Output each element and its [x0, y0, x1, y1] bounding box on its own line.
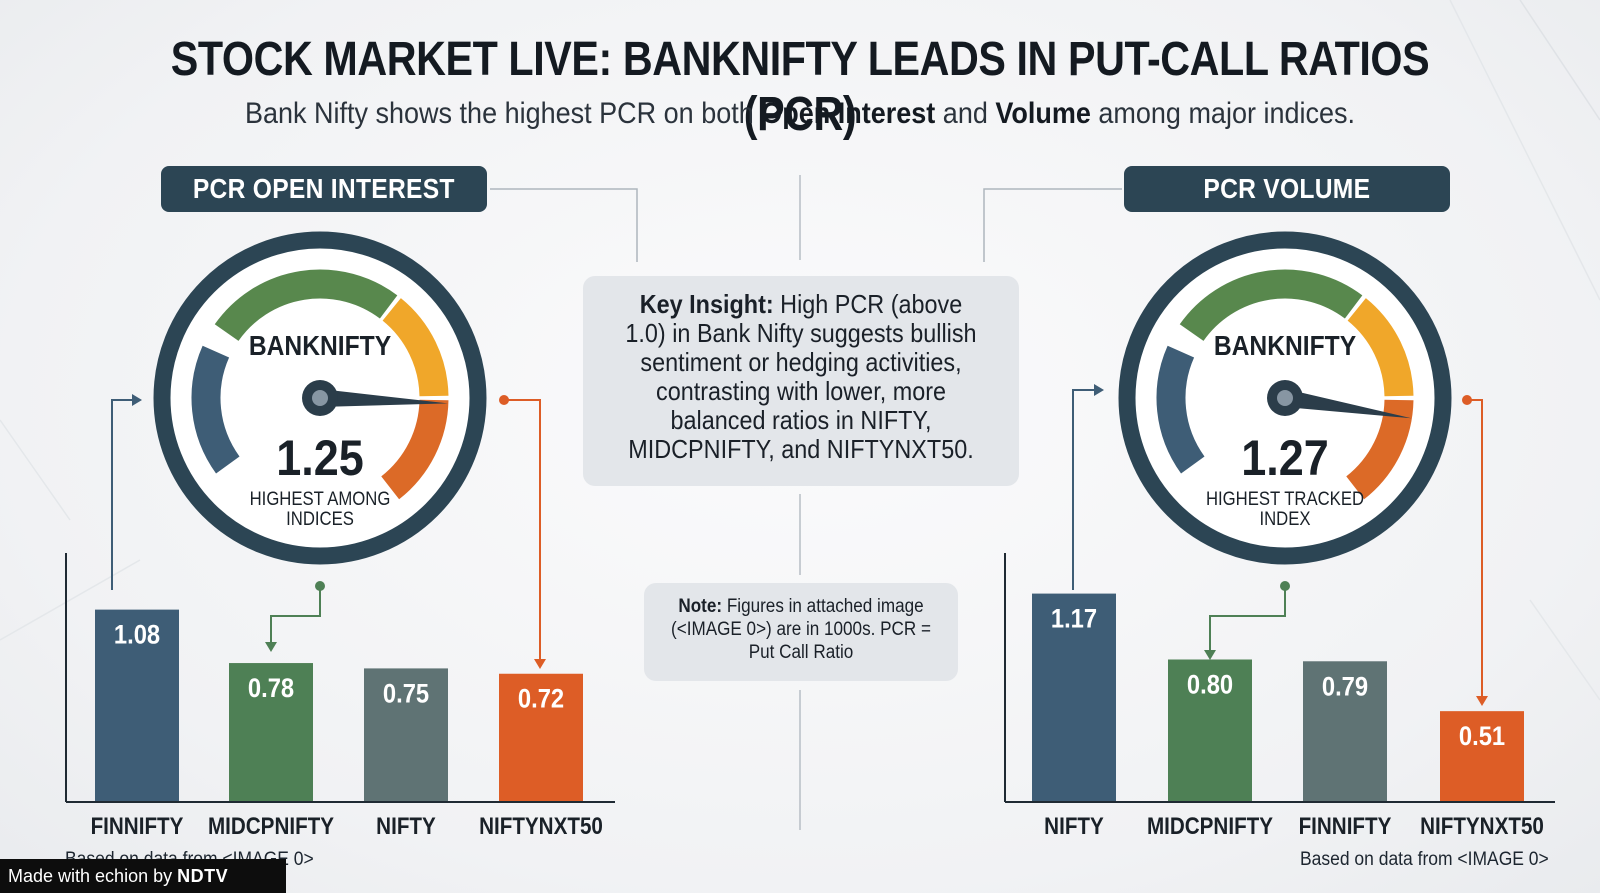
gauge-arc-high	[382, 298, 449, 397]
arrowhead-orange	[534, 659, 546, 669]
bar-value-label: 0.72	[518, 684, 564, 714]
category-label: FINNIFTY	[91, 813, 184, 840]
pcr-open-interest-header: PCR OPEN INTEREST	[161, 166, 487, 212]
pcr-open-interest-title: PCR OPEN INTEREST	[193, 173, 455, 204]
category-label: NIFTYNXT50	[479, 813, 603, 840]
subtitle-part1: Bank Nifty shows the highest PCR on both	[244, 97, 762, 130]
arrowhead-green	[1204, 650, 1216, 660]
subtitle-bold-open-interest: Open Interest	[761, 97, 936, 130]
category-label: NIFTY	[376, 813, 436, 840]
subtitle-part2: and	[935, 97, 996, 130]
gauge-caption-line1: HIGHEST AMONG	[250, 488, 391, 509]
key-insight-label: Key Insight:	[639, 289, 774, 319]
connector-line-blue	[1072, 389, 1096, 590]
category-label: FINNIFTY	[1299, 813, 1392, 840]
category-label: MIDCPNIFTY	[1147, 813, 1273, 840]
made-with-by: by	[148, 866, 178, 886]
pcr-volume-header: PCR VOLUME	[1124, 166, 1450, 212]
gauge-arc-low	[191, 345, 240, 474]
gauge-arc-low	[1156, 345, 1205, 474]
subtitle-part3: among major indices.	[1090, 97, 1356, 130]
gauge-label: BANKNIFTY	[1214, 330, 1357, 362]
gauge-value: 1.25	[276, 431, 364, 487]
bar	[499, 673, 583, 802]
gauge-hub-center	[1277, 390, 1293, 406]
gauge-arc-mid	[214, 269, 398, 342]
arrowhead-green	[265, 642, 277, 652]
gauge-label: BANKNIFTY	[249, 330, 392, 362]
arrowhead-blue	[1094, 384, 1104, 396]
connector-line-green	[1209, 586, 1286, 652]
key-insight-text: High PCR (above 1.0) in Bank Nifty sugge…	[625, 289, 977, 464]
connector-line-blue	[111, 399, 134, 590]
note-text: Figures in attached image (<IMAGE 0>) ar…	[671, 596, 931, 663]
gauge-needle	[1283, 389, 1412, 419]
bar-value-label: 0.78	[248, 674, 294, 704]
pcr-volume-title: PCR VOLUME	[1203, 173, 1371, 204]
echion-logo: echion	[95, 866, 149, 886]
gauge-hub-center	[312, 390, 328, 406]
category-label: MIDCPNIFTY	[208, 813, 334, 840]
connector-line-orange	[504, 399, 541, 661]
bar	[95, 609, 179, 802]
connector-line-orange	[1467, 399, 1483, 698]
connector-line-green	[270, 586, 321, 644]
page-subtitle: Bank Nifty shows the highest PCR on both…	[80, 97, 1520, 131]
note-label: Note:	[678, 596, 723, 617]
bar-value-label: 0.75	[383, 679, 429, 709]
gauge-value: 1.27	[1241, 431, 1329, 487]
bar	[1303, 661, 1387, 802]
made-with-text: Made with	[8, 866, 96, 886]
bar	[1440, 711, 1524, 802]
bar-value-label: 0.80	[1187, 670, 1233, 700]
bar	[364, 668, 448, 802]
gauge-caption-line1: HIGHEST TRACKED	[1206, 488, 1364, 509]
subtitle-bold-volume: Volume	[995, 97, 1091, 130]
bar-value-label: 1.17	[1051, 604, 1097, 634]
arrowhead-blue	[132, 394, 142, 406]
source-note-right: Based on data from <IMAGE 0>	[1300, 849, 1549, 870]
note-box: Note: Figures in attached image (<IMAGE …	[644, 583, 958, 681]
made-with-badge: Made with echion by NDTV	[0, 859, 286, 893]
bar-value-label: 0.79	[1322, 672, 1368, 702]
gauge-needle	[319, 389, 448, 407]
page-title: STOCK MARKET LIVE: BANKNIFTY LEADS IN PU…	[170, 33, 1430, 141]
gauge-arc-max	[1345, 399, 1414, 500]
gauge-arc-mid	[1179, 269, 1363, 342]
bar-value-label: 0.51	[1459, 722, 1505, 752]
gauge-arc-max	[380, 399, 449, 500]
ndtv-logo: NDTV	[177, 866, 229, 886]
decor-lines	[0, 0, 1600, 830]
bar	[1168, 659, 1252, 802]
gauge-caption-line2: INDICES	[286, 508, 354, 529]
category-label: NIFTYNXT50	[1420, 813, 1544, 840]
gauge-arc-high	[1347, 298, 1414, 397]
key-insight-box: Key Insight: High PCR (above 1.0) in Ban…	[583, 276, 1019, 486]
bar	[1032, 593, 1116, 802]
arrowhead-orange	[1476, 696, 1488, 706]
bar-value-label: 1.08	[114, 620, 160, 650]
bar	[229, 663, 313, 802]
category-label: NIFTY	[1044, 813, 1104, 840]
gauge-caption-line2: INDEX	[1259, 508, 1310, 529]
